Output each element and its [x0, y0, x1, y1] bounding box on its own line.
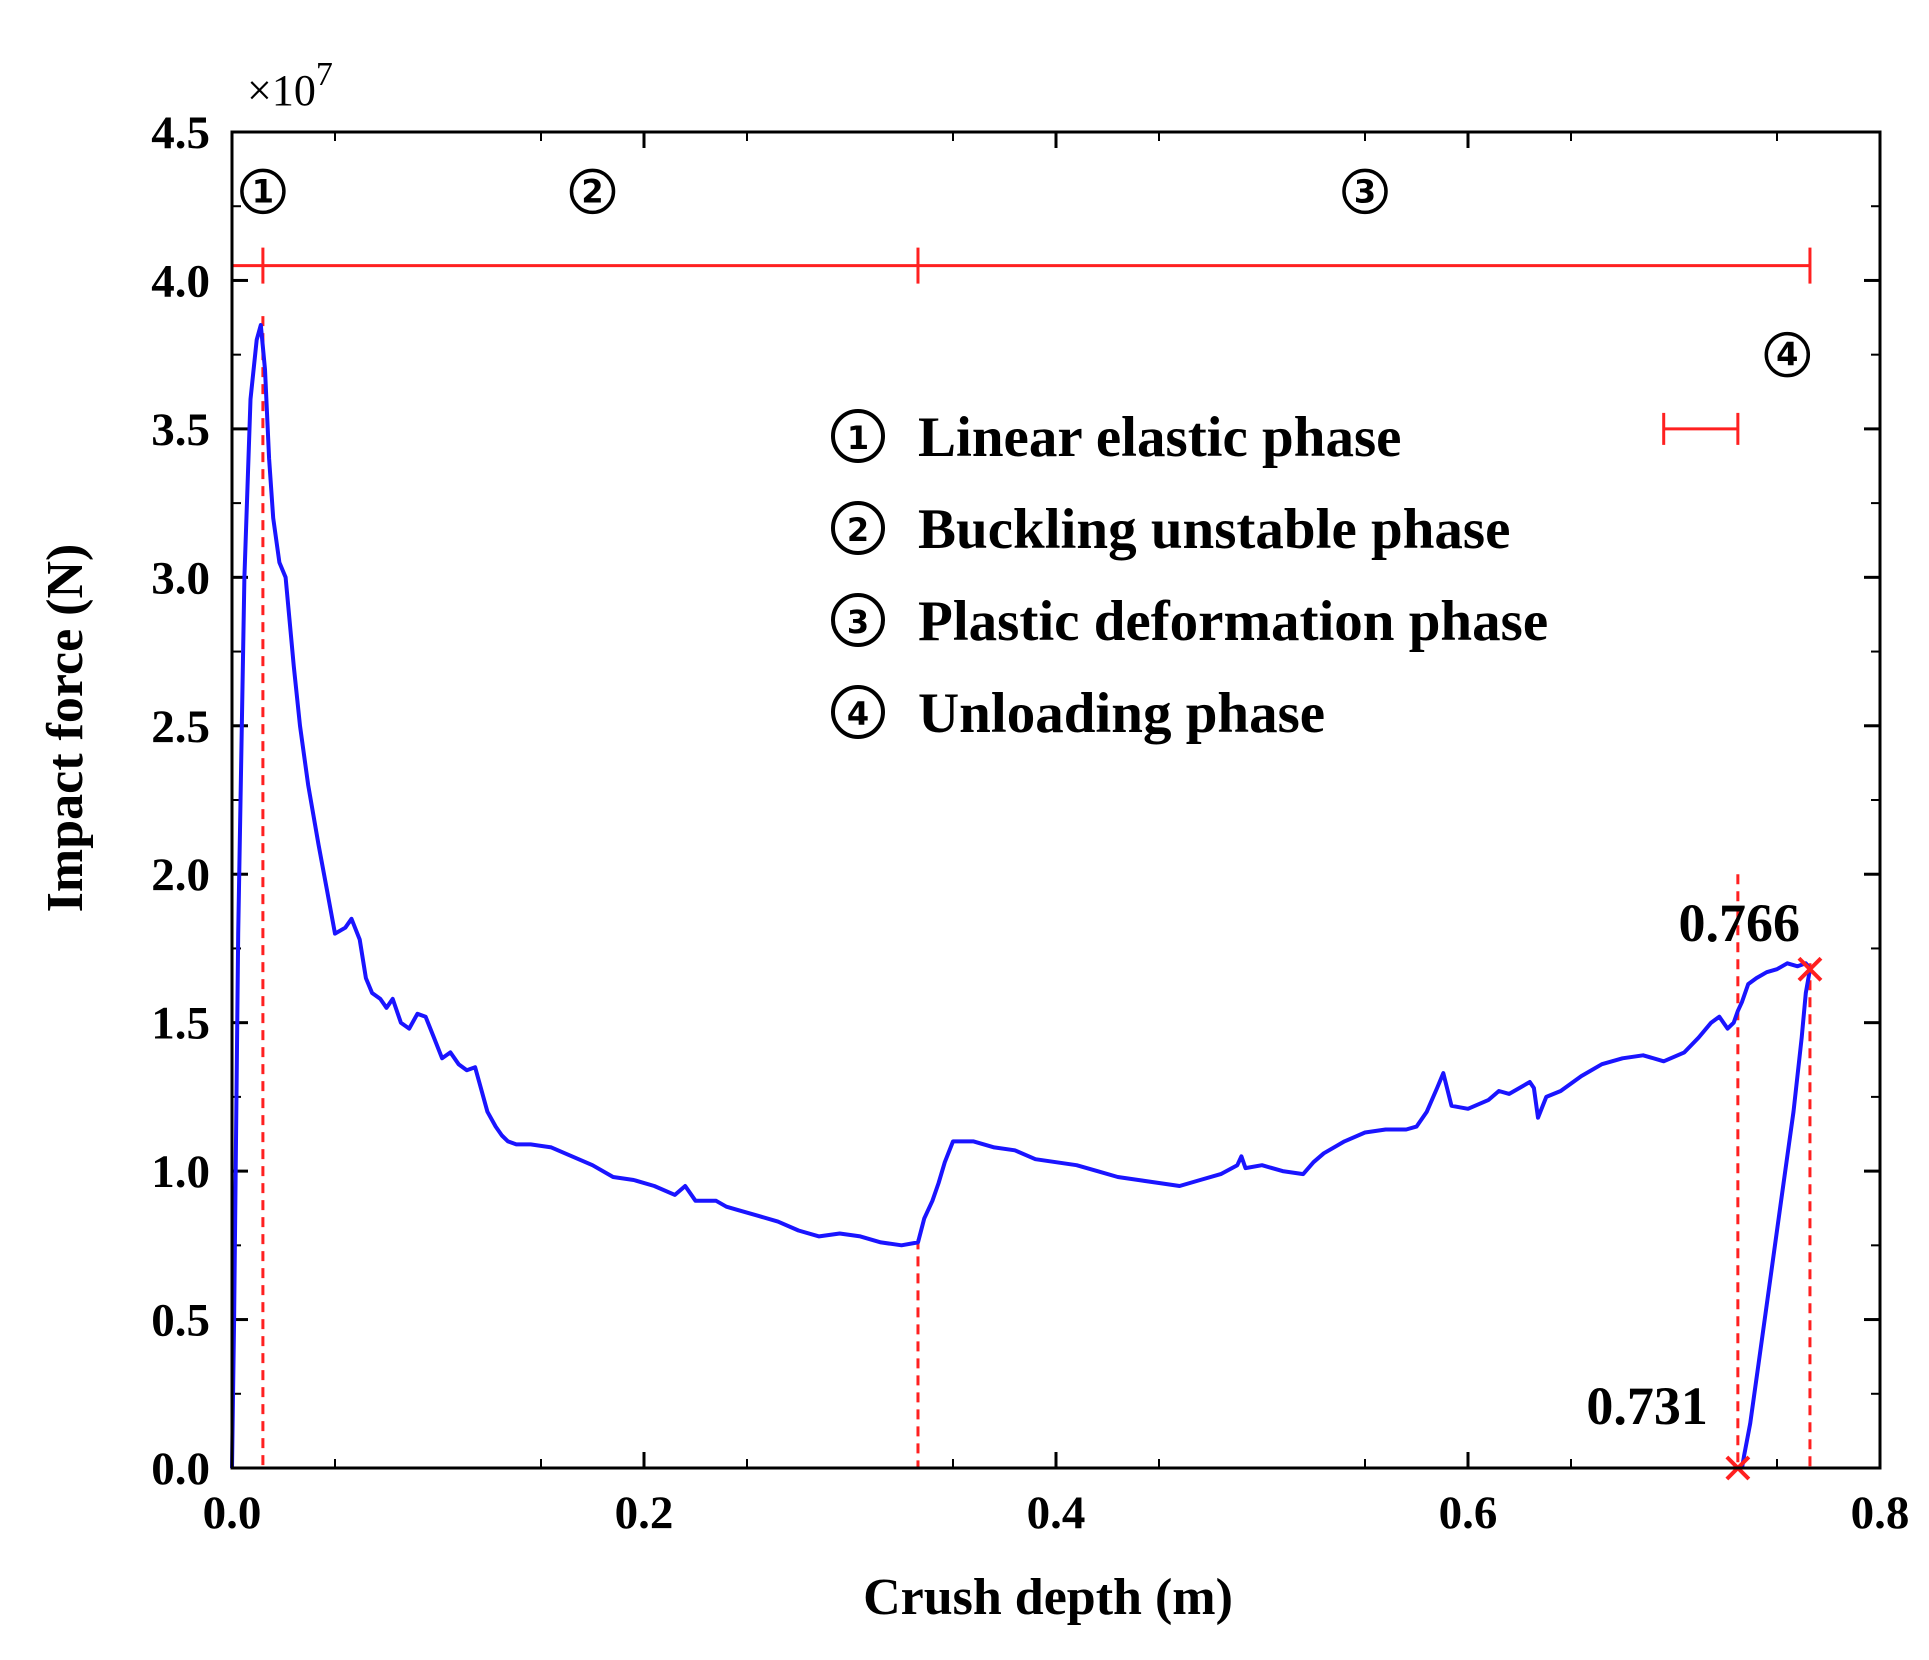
- y-tick-label: 3.0: [151, 552, 210, 604]
- y-multiplier: ×107: [247, 56, 333, 115]
- legend-number-circle: [831, 685, 885, 739]
- y-tick-label: 3.5: [151, 404, 210, 456]
- y-tick-label: 4.0: [151, 255, 210, 307]
- impact-force-curve: [230, 323, 1812, 1469]
- phase-number-circle: [240, 168, 286, 215]
- plot-frame: [230, 130, 1882, 1470]
- phase-annotations: 1 2 3 4: [230, 168, 1812, 1468]
- y-tick-label: 1.0: [151, 1146, 210, 1198]
- y-tick-label: 2.5: [151, 701, 210, 753]
- y-tick-label: 1.5: [151, 998, 210, 1050]
- legend: 1 Linear elastic phase 2 Buckling unstable …: [831, 406, 1548, 745]
- x-tick-label: 0.8: [1851, 1487, 1910, 1539]
- x-axis-title: Crush depth (m): [863, 1569, 1233, 1626]
- phase-number-label: 3: [1354, 172, 1376, 210]
- endpoint-markers: 0.766 0.731: [1586, 893, 1823, 1481]
- phase-number-label: 2: [581, 172, 603, 210]
- legend-number: 3: [847, 603, 869, 641]
- legend-label: Plastic deformation phase: [918, 590, 1548, 653]
- legend-label: Buckling unstable phase: [918, 498, 1510, 561]
- annotation-0766: 0.766: [1678, 893, 1800, 953]
- annotation-0731: 0.731: [1586, 1376, 1708, 1436]
- tick-marks: [230, 130, 1882, 1470]
- y-axis-title: Impact force (N): [37, 544, 94, 913]
- legend-number: 1: [847, 419, 869, 457]
- x-tick-label: 0.0: [203, 1487, 262, 1539]
- phase-number-circle: [1342, 168, 1388, 215]
- x-tick-label: 0.6: [1439, 1487, 1498, 1539]
- phase-number-label: 4: [1776, 336, 1798, 374]
- legend-label: Unloading phase: [918, 682, 1325, 745]
- legend-number-circle: [831, 409, 885, 463]
- phase-number-label: 1: [252, 172, 274, 210]
- x-tick-label: 0.4: [1027, 1487, 1086, 1539]
- y-tick-label: 0.5: [151, 1295, 210, 1347]
- phase-number-circle: [569, 168, 616, 215]
- y-tick-label: 4.5: [151, 107, 210, 159]
- y-tick-label: 2.0: [151, 849, 210, 901]
- legend-number: 4: [847, 695, 869, 733]
- legend-number: 2: [847, 511, 869, 549]
- legend-label: Linear elastic phase: [918, 406, 1401, 469]
- legend-number-circle: [831, 501, 885, 555]
- y-multiplier-base: ×10: [247, 66, 316, 115]
- phase-number-circle: [1764, 331, 1811, 378]
- y-multiplier-exp: 7: [316, 56, 333, 93]
- x-tick-label: 0.2: [615, 1487, 674, 1539]
- x-marker: [1797, 956, 1823, 982]
- legend-number-circle: [831, 593, 885, 647]
- axis-tick-labels: 0.0 0.2 0.4 0.6 0.8 0.0 0.5 1.0 1.5 2.0 2.5 3.0 3.5 4…: [151, 107, 1909, 1539]
- y-tick-label: 0.0: [151, 1443, 210, 1495]
